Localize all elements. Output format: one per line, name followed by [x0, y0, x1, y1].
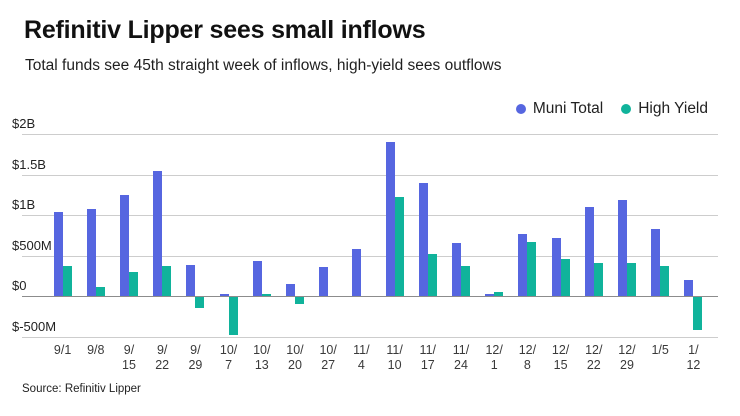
x-tick-label: 11/ 24: [452, 343, 470, 372]
bar-high-yield: [162, 265, 172, 297]
bar-muni-total: [286, 284, 295, 297]
bar-muni-total: [120, 194, 129, 297]
bar-muni-total: [319, 266, 329, 297]
x-tick-label: 9/ 22: [155, 343, 170, 372]
x-tick-label: 10/ 27: [319, 343, 337, 372]
bar-high-yield: [593, 263, 603, 297]
bar-muni-total: [86, 208, 96, 297]
legend-item-high-yield: High Yield: [621, 100, 708, 118]
bar-high-yield: [62, 266, 72, 297]
bar-muni-total: [252, 260, 262, 297]
bar-high-yield: [560, 259, 570, 297]
gridline: [22, 255, 718, 257]
bar-muni-total: [418, 182, 428, 297]
bar-high-yield: [693, 297, 703, 330]
bar-high-yield: [660, 265, 670, 297]
x-tick-label: 10/ 13: [253, 343, 271, 372]
bar-muni-total: [452, 242, 461, 297]
chart-subtitle: Total funds see 45th straight week of in…: [25, 57, 502, 74]
zero-gridline: [22, 296, 718, 298]
x-tick-label: 1/ 12: [686, 343, 701, 372]
bar-muni-total: [618, 199, 627, 297]
bar-high-yield: [427, 254, 437, 297]
y-tick-label: $2B: [12, 116, 36, 131]
legend-label-muni-total: Muni Total: [532, 100, 604, 117]
bar-high-yield: [394, 197, 404, 297]
x-tick-label: 9/1: [53, 343, 72, 357]
y-tick-label: $-500M: [12, 319, 57, 334]
source-note: Source: Refinitiv Lipper: [22, 383, 141, 395]
bar-high-yield: [461, 265, 470, 297]
x-tick-label: 9/ 15: [122, 343, 136, 372]
gridline: [22, 134, 718, 135]
x-tick-label: 11/ 10: [386, 343, 403, 372]
bar-muni-total: [385, 142, 395, 297]
bar-muni-total: [551, 237, 561, 297]
x-tick-label: 12/ 8: [518, 343, 537, 372]
high-yield-dot-icon: [621, 104, 632, 114]
bar-muni-total: [53, 212, 63, 297]
bar-muni-total: [153, 170, 163, 297]
legend-label-high-yield: High Yield: [638, 100, 708, 117]
plot-area: $2B $1.5B $1B $500M $0 $-500M 9/1 9/8 9/ 15 9/ 22…: [12, 116, 718, 372]
bar-muni-total: [219, 294, 229, 297]
x-tick-label: 11/ 4: [353, 343, 370, 372]
bar-high-yield: [295, 297, 304, 305]
bar-muni-total: [518, 233, 528, 297]
x-tick-label: 9/8: [87, 343, 105, 357]
y-tick-label: $500M: [12, 237, 52, 253]
muni-total-dot-icon: [515, 104, 526, 114]
legend: Muni Total High Yield: [515, 100, 708, 118]
x-tick-label: 9/ 29: [188, 343, 203, 372]
bar-high-yield: [195, 297, 205, 308]
bar-high-yield: [129, 272, 138, 297]
bar-muni-total: [186, 265, 196, 297]
x-tick-label: 12/ 22: [585, 343, 603, 372]
bar-muni-total: [352, 249, 362, 297]
bar-muni-total: [651, 229, 661, 297]
bar-high-yield: [95, 286, 105, 297]
bar-muni-total: [684, 280, 694, 297]
x-tick-label: 10/ 20: [286, 343, 304, 372]
bar-high-yield: [527, 242, 537, 297]
page-title: Refinitiv Lipper sees small inflows: [24, 16, 426, 44]
x-axis-labels: 9/1 9/8 9/ 15 9/ 22 9/ 29 10/ 7 10/ 13 10/ 20 10…: [22, 343, 718, 375]
legend-item-muni-total: Muni Total: [515, 100, 604, 118]
bar-muni-total: [485, 294, 495, 297]
bar-high-yield: [627, 262, 636, 297]
x-tick-label: 11/ 17: [419, 343, 436, 372]
bar-muni-total: [584, 207, 594, 297]
x-tick-label: 12/ 15: [551, 343, 570, 372]
bar-high-yield: [228, 297, 238, 336]
x-tick-label: 10/ 7: [219, 343, 238, 372]
y-tick-label: $1.5B: [12, 156, 46, 172]
gridline: [22, 174, 718, 176]
x-tick-label: 12/ 1: [485, 343, 503, 372]
x-tick-label: 1/5: [651, 343, 669, 357]
gridline: [22, 215, 718, 217]
y-tick-label: $0: [12, 278, 27, 294]
bar-high-yield: [261, 293, 271, 297]
gridline: [22, 337, 718, 338]
x-tick-label: 12/ 29: [618, 343, 636, 372]
y-tick-label: $1B: [12, 197, 36, 213]
bar-high-yield: [494, 291, 504, 297]
